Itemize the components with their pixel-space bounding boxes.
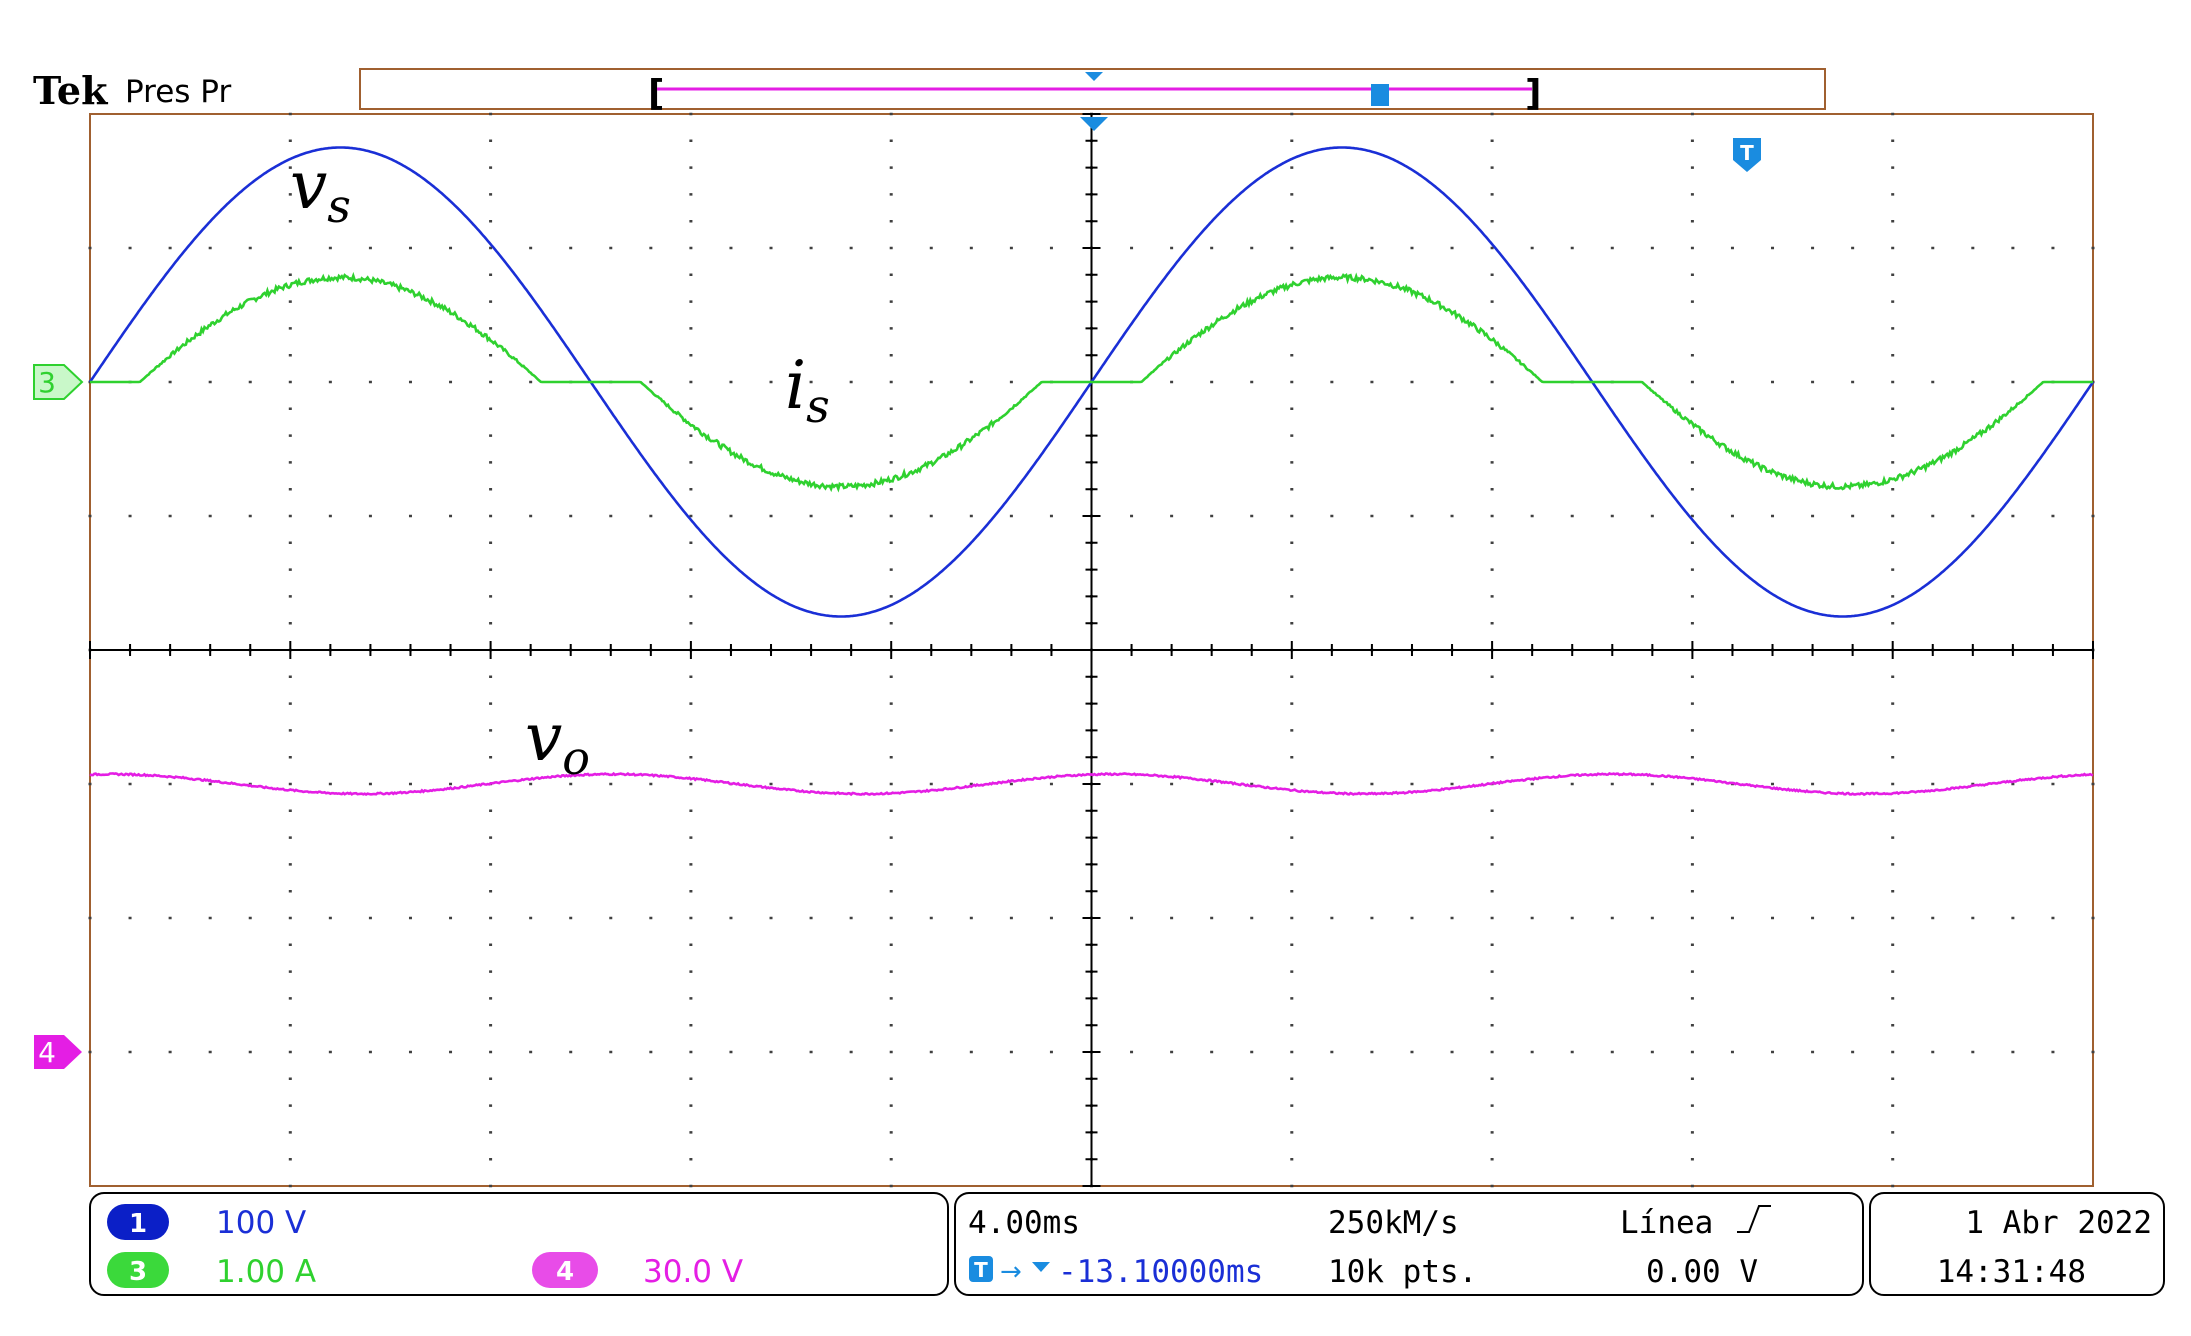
trigger-level: 0.00 V [1646, 1254, 1758, 1290]
ch1-badge[interactable]: 1 [107, 1204, 169, 1240]
date: 1 Abr 2022 [1965, 1205, 2152, 1241]
record-overview-bar: [ ] [359, 68, 1826, 114]
svg-text:3: 3 [38, 366, 56, 399]
trigger-position-arrow [1080, 117, 1108, 131]
trigger-level-marker: T [1733, 138, 1761, 172]
graticule [88, 112, 2095, 1188]
ch4-number: 4 [556, 1257, 574, 1287]
timebase: 4.00ms [968, 1205, 1080, 1241]
ch3-number: 3 [129, 1257, 147, 1287]
label-vs: vs [290, 147, 351, 233]
brand-logo: Tek [33, 68, 108, 113]
svg-text:→: → [1000, 1257, 1022, 1287]
trigger-source: Línea [1620, 1205, 1713, 1241]
trace-is [90, 271, 2093, 493]
channel-settings-panel[interactable]: 1 100 V 3 1.00 A 4 30.0 V [89, 1192, 949, 1296]
record-length: 10k pts. [1328, 1254, 1477, 1290]
plot-area: vs is vo [88, 112, 2095, 1188]
ch4-scale: 30.0 V [643, 1254, 743, 1290]
time: 14:31:48 [1937, 1254, 2086, 1290]
label-is: is [785, 347, 830, 433]
ch3-badge[interactable]: 3 [107, 1252, 169, 1288]
ch4-marker[interactable]: 4 [34, 1035, 82, 1069]
svg-text:4: 4 [38, 1036, 56, 1069]
svg-text:T: T [974, 1258, 988, 1282]
trigger-position-icon: T → [969, 1256, 1050, 1287]
svg-text:[: [ [648, 73, 664, 114]
acquisition-status: Pres Pr [125, 74, 231, 110]
ch3-scale: 1.00 A [216, 1254, 316, 1290]
rising-edge-icon [1737, 1205, 1771, 1233]
trigger-position: -13.10000ms [1058, 1254, 1263, 1290]
ch4-badge[interactable]: 4 [532, 1252, 598, 1288]
horizontal-settings-panel[interactable]: 4.00ms 250kM/s Línea T → -13.10000ms 10k… [954, 1192, 1864, 1296]
ch1-number: 1 [129, 1209, 147, 1239]
label-vo: vo [525, 699, 590, 785]
ch1-scale: 100 V [216, 1205, 306, 1241]
date-time-panel: 1 Abr 2022 14:31:48 [1869, 1192, 2165, 1296]
traces [88, 146, 2095, 797]
svg-text:]: ] [1525, 73, 1541, 114]
trace-labels: vs is vo [290, 147, 830, 785]
ch3-marker[interactable]: 3 [33, 364, 84, 400]
trace-vo [89, 771, 2094, 797]
sample-rate: 250kM/s [1328, 1205, 1459, 1241]
svg-text:T: T [1740, 141, 1754, 165]
